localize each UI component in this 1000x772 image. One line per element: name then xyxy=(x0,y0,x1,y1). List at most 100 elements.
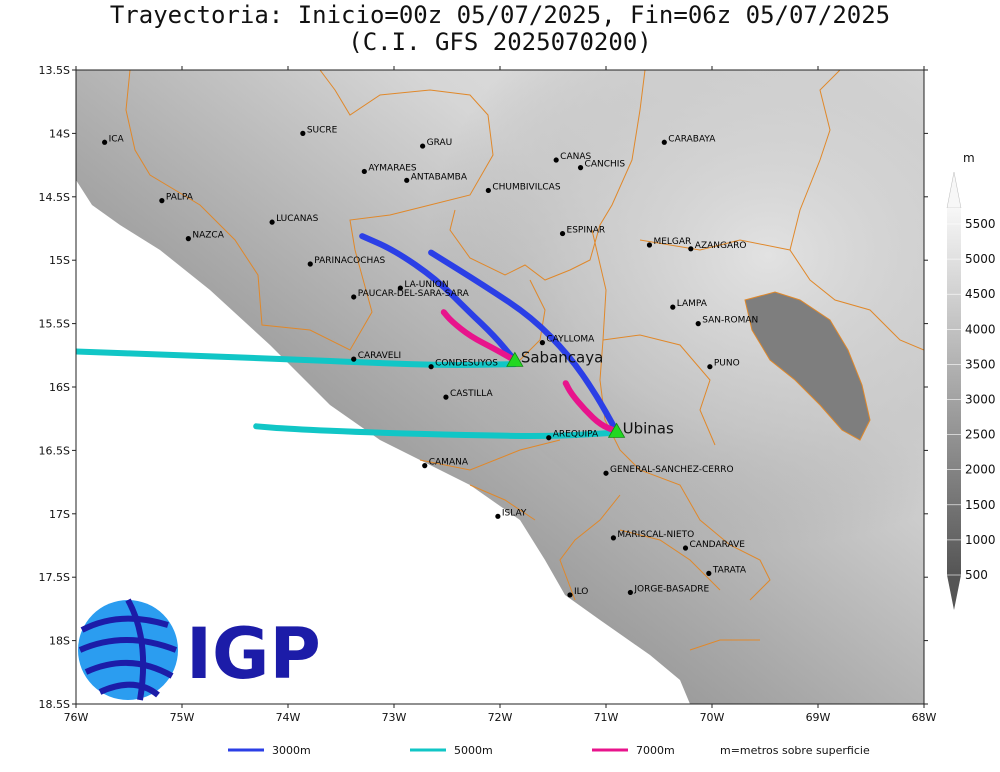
lat-tick-label: 13.5S xyxy=(39,64,70,77)
colorbar-label: 3000 xyxy=(965,393,996,407)
axis-ticks: 76W 75W 74W 73W 72W 71W 70W 69W 68W 13.5S 14S 14.5S… xyxy=(39,64,937,724)
place-marker xyxy=(404,177,410,183)
place-label: ESPINAR xyxy=(567,226,606,236)
place-label: PARINACOCHAS xyxy=(314,256,385,266)
place-label: CARAVELI xyxy=(358,351,401,361)
place-marker xyxy=(351,294,357,300)
place-marker xyxy=(420,143,426,149)
place-label: MARISCAL-NIETO xyxy=(617,530,694,540)
place-marker xyxy=(610,535,617,541)
lat-tick-label: 17S xyxy=(49,508,70,521)
igp-logo-globe-icon xyxy=(78,600,178,700)
place-marker xyxy=(627,589,633,596)
place-marker xyxy=(559,230,566,237)
place-label: PAUCAR-DEL-SARA-SARA xyxy=(358,289,470,299)
highlands xyxy=(300,70,924,600)
trajectory-7000m xyxy=(562,380,620,435)
place-marker xyxy=(695,321,701,327)
trajectory-layer xyxy=(76,233,620,439)
place-marker xyxy=(661,139,667,145)
place-label: CONDESUYOS xyxy=(435,359,498,369)
volcano-triangle-icon xyxy=(607,422,626,438)
lat-tick-label: 15S xyxy=(49,254,70,267)
place-label: TARATA xyxy=(712,565,747,575)
place-label: CANAS xyxy=(560,152,591,162)
place-label: JORGE-BASADRE xyxy=(633,584,709,594)
map-title: Trayectoria: Inicio=00z 05/07/2025, Fin=… xyxy=(0,2,1000,56)
place-label: AYMARAES xyxy=(368,163,417,173)
lon-tick-label: 72W xyxy=(488,711,513,724)
lat-tick-label: 18.5S xyxy=(39,698,70,711)
place-marker xyxy=(428,364,434,370)
colorbar-label: 5500 xyxy=(965,217,996,231)
terrain-layer xyxy=(76,70,924,704)
place-label: ANTABAMBA xyxy=(411,172,468,182)
place-marker xyxy=(546,435,552,441)
place-label: PUNO xyxy=(714,359,740,369)
legend-label: 5000m xyxy=(454,744,493,757)
colorbar-strip xyxy=(947,208,961,575)
colorbar-label: 2500 xyxy=(965,428,996,442)
title-line-2: (C.I. GFS 2025070200) xyxy=(348,28,652,56)
lat-tick-label: 14.5S xyxy=(39,191,70,204)
lat-tick-label: 18S xyxy=(49,635,70,648)
place-label: NAZCA xyxy=(192,231,224,241)
place-label: SAN-ROMAN xyxy=(702,316,758,326)
legend: 3000m 5000m 7000m xyxy=(228,744,675,757)
colorbar-label: 500 xyxy=(965,568,988,582)
place-label: CANDARAVE xyxy=(690,540,746,550)
legend-note: m=metros sobre superficie xyxy=(720,744,870,757)
legend-label: 7000m xyxy=(636,744,675,757)
volcano-layer: Sabancaya Ubinas xyxy=(506,348,674,438)
colorbar-max-arrow xyxy=(946,171,962,209)
place-marker xyxy=(707,364,713,370)
place-marker xyxy=(300,130,306,136)
place-marker xyxy=(269,219,275,225)
place-label: GRAU xyxy=(427,138,453,148)
place-marker xyxy=(361,168,367,175)
place-marker xyxy=(351,356,357,362)
colorbar-unit: m xyxy=(963,151,975,165)
lat-tick-label: 16.5S xyxy=(39,444,70,457)
lon-tick-label: 69W xyxy=(806,711,831,724)
place-label: CARABAYA xyxy=(668,134,716,144)
lon-tick-label: 71W xyxy=(594,711,619,724)
igp-logo-rings-icon xyxy=(78,598,178,701)
place-label: ILO xyxy=(574,587,588,597)
place-marker xyxy=(577,165,584,171)
title-line-1: Trayectoria: Inicio=00z 05/07/2025, Fin=… xyxy=(109,1,891,29)
colorbar-label: 1000 xyxy=(965,533,996,547)
trajectory-5000m xyxy=(76,348,518,369)
lon-tick-label: 76W xyxy=(64,711,89,724)
place-label: ISLAY xyxy=(502,508,527,518)
lat-tick-label: 17.5S xyxy=(39,571,70,584)
lon-tick-label: 74W xyxy=(276,711,301,724)
colorbar-min-arrow xyxy=(947,575,961,610)
trajectory-7000m xyxy=(440,309,518,364)
place-marker xyxy=(159,198,165,204)
place-label: MELGAR xyxy=(653,237,691,247)
place-label: LAMPA xyxy=(677,299,708,309)
place-marker xyxy=(485,187,491,194)
place-label: CAYLLOMA xyxy=(546,335,595,345)
place-label: LA-UNION xyxy=(404,280,448,290)
place-marker xyxy=(567,592,573,598)
place-label: LUCANAS xyxy=(276,214,318,224)
place-marker xyxy=(185,236,191,242)
place-label: CANCHIS xyxy=(585,160,626,170)
place-marker xyxy=(422,463,428,469)
place-marker xyxy=(670,304,676,310)
lon-tick-label: 73W xyxy=(382,711,407,724)
place-label: GENERAL-SANCHEZ-CERRO xyxy=(610,465,734,475)
colorbar-label: 3500 xyxy=(965,357,996,371)
place-label: AREQUIPA xyxy=(553,430,599,440)
lon-tick-label: 70W xyxy=(700,711,725,724)
place-marker xyxy=(688,246,694,252)
place-label: PALPA xyxy=(166,193,194,203)
trajectory-5000m xyxy=(253,423,620,439)
igp-logo-text: IGP xyxy=(186,613,321,695)
place-label: ICA xyxy=(109,134,125,144)
place-marker xyxy=(553,157,559,163)
lake-titicaca xyxy=(744,291,871,441)
